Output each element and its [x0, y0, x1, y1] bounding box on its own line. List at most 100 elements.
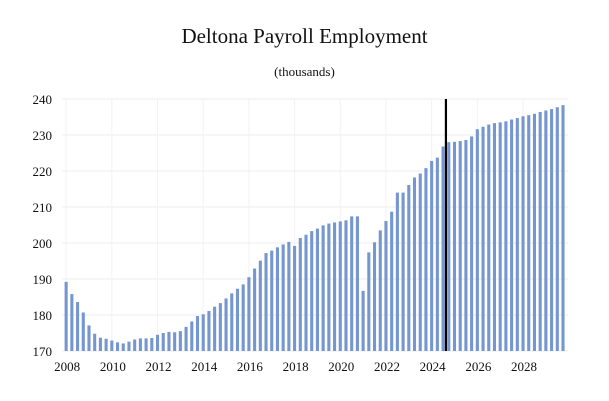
x-tick-label: 2026 [465, 359, 492, 374]
x-tick-label: 2024 [420, 359, 447, 374]
bar [167, 331, 171, 351]
bar [213, 306, 217, 351]
y-tick-label: 190 [33, 272, 53, 287]
bar [155, 334, 160, 351]
x-tick-label: 2014 [191, 359, 218, 374]
x-tick-label: 2022 [374, 359, 400, 374]
bar [475, 129, 479, 351]
bar [510, 119, 514, 352]
bar [515, 118, 519, 351]
x-tick-label: 2018 [283, 359, 309, 374]
x-tick-label: 2010 [100, 359, 126, 374]
bar [435, 157, 439, 351]
bar [458, 141, 462, 351]
bar [447, 142, 451, 351]
y-tick-label: 220 [33, 164, 53, 179]
bar [418, 173, 422, 351]
bar [161, 333, 165, 351]
bar [81, 312, 85, 351]
bar [532, 113, 536, 351]
bar [98, 337, 102, 351]
bar [315, 228, 319, 351]
bar [470, 136, 474, 351]
bar [127, 341, 131, 351]
bar [424, 168, 428, 351]
bar [298, 237, 302, 351]
bar [310, 231, 314, 351]
bar [361, 290, 365, 351]
bar [384, 221, 388, 351]
bar [64, 281, 68, 351]
bar [401, 192, 405, 351]
bar [184, 326, 188, 351]
bar [521, 116, 525, 351]
bar [481, 126, 485, 351]
x-tick-label: 2028 [511, 359, 537, 374]
bar [270, 250, 274, 351]
bar [87, 325, 91, 351]
bar [464, 140, 468, 351]
bar [412, 177, 417, 351]
bar [333, 222, 337, 351]
bar [230, 293, 234, 351]
y-tick-label: 180 [33, 308, 53, 323]
bar [70, 294, 74, 351]
bar [133, 339, 137, 351]
bar [487, 124, 491, 351]
bar [247, 277, 251, 351]
bar [527, 115, 531, 351]
bar [338, 221, 342, 351]
bar [561, 105, 565, 352]
bar [195, 316, 200, 351]
bar [115, 342, 120, 351]
bar [110, 340, 114, 351]
x-tick-label: 2012 [146, 359, 172, 374]
bar [378, 230, 382, 351]
bar [201, 314, 205, 351]
bar [241, 284, 245, 351]
bar [104, 338, 108, 351]
bar [224, 298, 228, 351]
bar [538, 111, 542, 352]
bar [190, 321, 194, 351]
bar [452, 141, 457, 351]
chart-subtitle: (thousands) [274, 64, 335, 79]
bar [93, 333, 97, 351]
x-tick-label: 2008 [54, 359, 80, 374]
bar [355, 216, 359, 351]
y-tick-label: 200 [33, 236, 53, 251]
y-tick-label: 240 [33, 92, 53, 107]
bar [327, 223, 331, 351]
bar [258, 260, 262, 351]
x-tick-label: 2016 [237, 359, 264, 374]
chart-title: Deltona Payroll Employment [181, 24, 428, 48]
bar [367, 252, 371, 351]
bar [264, 253, 268, 351]
bar [350, 216, 354, 351]
bar [344, 220, 348, 351]
y-tick-label: 170 [33, 344, 53, 359]
bar [207, 311, 211, 351]
bar [430, 160, 434, 351]
x-tick-label: 2020 [328, 359, 354, 374]
bar [550, 109, 554, 351]
bar [150, 338, 154, 351]
bar [407, 185, 411, 351]
bar [253, 268, 257, 351]
y-tick-label: 210 [33, 200, 53, 215]
bar [498, 122, 502, 352]
bar [372, 242, 377, 351]
bar [441, 146, 445, 351]
bar [504, 121, 508, 351]
bar [173, 332, 177, 351]
bar [275, 247, 279, 351]
bar [544, 110, 548, 352]
bar [178, 331, 182, 351]
bar [218, 303, 222, 351]
bar [121, 343, 125, 351]
bar [138, 338, 142, 351]
y-tick-label: 230 [33, 128, 53, 143]
bar [281, 244, 285, 351]
